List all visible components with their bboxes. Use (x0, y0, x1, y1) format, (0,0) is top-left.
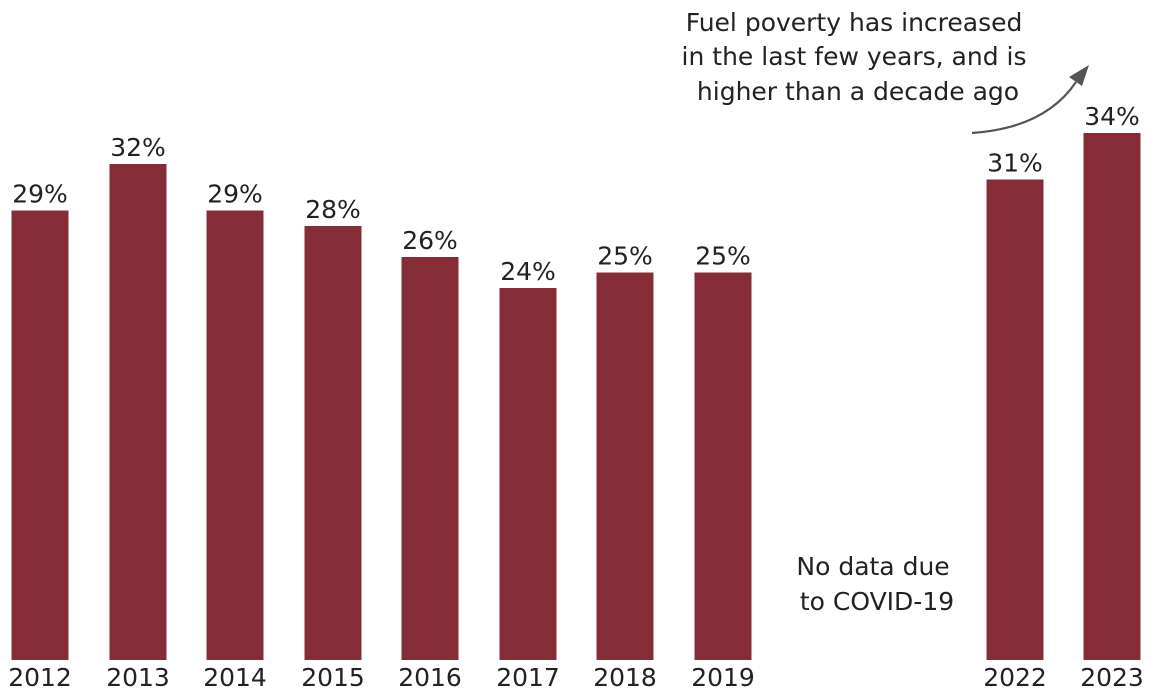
value-label-2023: 34% (1084, 102, 1140, 131)
x-label-2019: 2019 (691, 663, 755, 692)
trend-arrow (971, 81, 1077, 135)
x-label-2014: 2014 (203, 663, 267, 692)
bar-2012 (11, 210, 69, 660)
bar-2016 (401, 257, 459, 660)
trend-line-1: Fuel poverty has increased (686, 8, 1023, 37)
x-label-2023: 2023 (1080, 663, 1144, 692)
value-label-2017: 24% (500, 257, 556, 286)
bar-2023 (1083, 133, 1141, 660)
bar-2017 (499, 288, 557, 660)
bar-2014 (206, 210, 264, 660)
trend-line-3: higher than a decade ago (697, 77, 1019, 106)
value-label-2012: 29% (12, 180, 68, 209)
bar-2015 (304, 226, 362, 660)
bar-2022 (986, 179, 1044, 660)
x-axis-labels-group: 2012 2013 2014 2015 2016 2017 2018 2019 2022 2023 (8, 663, 1144, 692)
x-label-2018: 2018 (593, 663, 657, 692)
x-label-2012: 2012 (8, 663, 72, 692)
covid-gap-line-2: to COVID-19 (800, 587, 954, 616)
x-label-2015: 2015 (301, 663, 365, 692)
x-label-2016: 2016 (398, 663, 462, 692)
x-label-2017: 2017 (496, 663, 560, 692)
value-label-2022: 31% (987, 149, 1043, 178)
trend-line-2: in the last few years, and is (682, 42, 1027, 71)
bars-group (11, 133, 1141, 660)
bar-2018 (596, 272, 654, 660)
value-label-2014: 29% (207, 180, 263, 209)
bar-2019 (694, 272, 752, 660)
bar-2013 (109, 164, 167, 660)
value-label-2018: 25% (597, 242, 653, 271)
x-label-2013: 2013 (106, 663, 170, 692)
value-label-2015: 28% (305, 195, 361, 224)
trend-arrow-head (1069, 65, 1089, 86)
value-label-2013: 32% (110, 133, 166, 162)
x-label-2022: 2022 (983, 663, 1047, 692)
value-labels-group: 29% 32% 29% 28% 26% 24% 25% 25% 31% 34% (12, 102, 1140, 286)
value-label-2019: 25% (695, 242, 751, 271)
covid-gap-line-1: No data due (796, 552, 949, 581)
covid-gap-annotation: No data due to COVID-19 (796, 552, 957, 616)
trend-annotation: Fuel poverty has increased in the last f… (682, 8, 1035, 106)
value-label-2016: 26% (402, 226, 458, 255)
